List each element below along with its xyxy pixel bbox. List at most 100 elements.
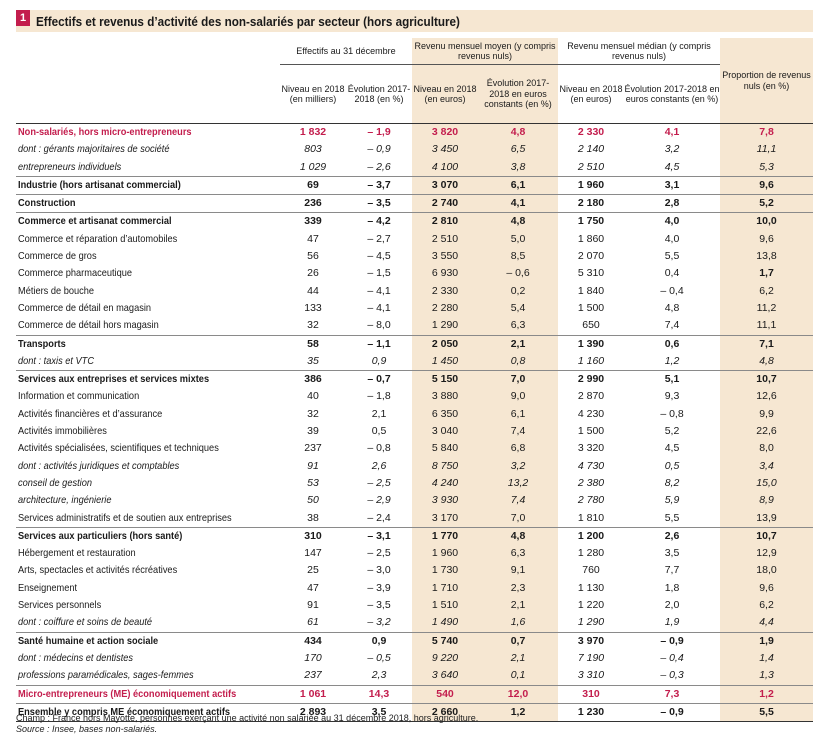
row-label-text: Commerce pharmaceutique [18,267,133,280]
table-row: Industrie (hors artisanat commercial) 69–… [16,175,813,195]
table-cell: 13,9 [720,509,813,528]
table-cell: – 3,5 [346,194,412,213]
table-cell: 2,1 [478,597,558,615]
table-cell: – 3,0 [367,564,391,577]
table-cell: 91 [307,459,319,472]
row-label: dont : médecins et dentistes [16,650,280,667]
table-cell: 11,2 [720,299,813,318]
table-row: Commerce de détail en magasin 133 – 4,1 2 2… [16,299,813,318]
row-label-text: Industrie (hors artisanat commercial) [18,178,181,191]
table-cell: 22,6 [720,423,813,441]
table-cell: 1 832 [280,123,346,142]
table-cell: 1 810 [577,511,605,524]
table-cell: 0,9 [346,631,412,650]
table-cell: 4,8 [478,212,558,231]
table-cell: 4,4 [720,614,813,633]
table-row: dont : gérants majoritaires de société 80… [16,141,813,159]
table-cell: 3 880 [412,388,478,406]
table-cell: 6,3 [478,545,558,563]
table-row: Santé humaine et action sociale 434 0,9 5 7… [16,631,813,650]
row-label-text: Services aux particuliers (hors santé) [18,529,183,542]
table-cell: 133 [304,301,322,314]
row-label-text: Commerce et réparation d’automobiles [18,232,178,245]
table-cell: 6,1 [478,405,558,424]
row-label-text: Enseignement [18,581,78,594]
table-cell: 1 770 [412,526,478,546]
row-label-text: professions paramédicales, sages-femmes [18,669,194,682]
table-cell: 2 870 [577,390,605,403]
table-cell: 1 029 [299,160,327,173]
row-label-text: Services aux entreprises et services mix… [18,373,210,386]
table-cell: 1,4 [720,649,813,668]
table-cell: 1 200 [558,526,624,546]
table-cell: 3 820 [412,123,478,142]
table-cell: 2 330 [412,282,478,300]
table-cell: 8,5 [478,248,558,266]
table-row: Arts, spectacles et activités récréative… [16,562,813,580]
table-cell: 38 [307,511,319,524]
table-cell: 3 930 [412,492,478,510]
table-row: entrepreneurs individuels 1 029 – 2,6 4 100… [16,158,813,177]
table-cell: – 2,4 [367,511,391,524]
row-label-text: Information et communication [18,390,140,403]
header-revenu-moyen: Revenu mensuel moyen (y compris revenus … [412,38,558,65]
table-row: Commerce et réparation d’automobiles 47 – … [16,230,813,249]
row-label: Métiers de bouche [16,283,280,300]
table-cell: 3,1 [624,175,720,195]
table-cell: 1 750 [558,212,624,231]
table-cell: 1,8 [664,581,680,594]
row-label-text: dont : coiffure et soins de beauté [18,616,153,629]
table-cell: 1,6 [478,614,558,633]
table-cell: 1,7 [720,265,813,283]
table-cell: 5,2 [720,194,813,213]
row-label: conseil de gestion [16,475,280,492]
footnotes: Champ : France hors Mayotte, personnes e… [16,713,478,735]
table-row: Services aux entreprises et services mix… [16,370,813,389]
row-label-text: Santé humaine et action sociale [18,634,159,647]
row-label-text: conseil de gestion [18,476,92,489]
table-cell: 2,6 [624,526,720,546]
table-cell: – 2,5 [367,476,391,489]
row-label-text: Arts, spectacles et activités récréative… [18,564,178,577]
row-label: Micro-entrepreneurs (ME) économiquement … [16,684,280,704]
row-label: Activités financières et d’assurance [16,406,280,423]
row-label: Arts, spectacles et activités récréative… [16,562,280,579]
table-row: Enseignement 47 – 3,9 1 710 2,3 1 130 1,8 9,6 [16,579,813,598]
header-col: Évolution 2017-2018 (en %) [347,83,411,105]
data-table: Effectifs au 31 décembre Revenu mensuel … [16,38,813,723]
header-sub-row: Niveau en 2018 (en milliers) Évolution 2… [16,64,813,124]
header-col: Évolution 2017-2018 en euros constants (… [478,64,558,124]
table-cell: 3,8 [478,158,558,177]
table-cell: 2 050 [412,334,478,353]
table-cell: 9,9 [720,405,813,424]
row-label: professions paramédicales, sages-femmes [16,667,280,685]
header-col: Niveau en 2018 (en milliers) [281,83,345,105]
table-row: Commerce de gros 56 – 4,5 3 550 8,5 2 070 5,5 1… [16,248,813,266]
header-col: Niveau en 2018 (en euros) [412,64,478,124]
table-cell: – 0,9 [367,143,391,156]
table-cell: – 3,9 [367,581,391,594]
table-cell: 4,0 [664,232,680,245]
table-cell: 32 [307,407,319,420]
table-cell: 14,3 [346,684,412,704]
table-cell: 6,3 [478,317,558,336]
table-cell: 147 [304,547,322,560]
row-label: Activités immobilières [16,423,280,440]
table-cell: – 1,5 [367,267,391,280]
table-cell: 11,1 [720,141,813,159]
table-cell: 5 840 [412,440,478,458]
table-number-badge: 1 [16,10,30,26]
table-cell: 53 [307,476,319,489]
header-revenu-median: Revenu mensuel médian (y compris revenus… [558,38,720,65]
table-cell: 3 310 [577,669,605,682]
table-cell: 170 [304,651,322,664]
table-cell: 1 960 [558,175,624,195]
table-cell: 9 220 [412,649,478,668]
table-cell: 1 061 [280,684,346,704]
table-cell: 6,5 [478,141,558,159]
table-cell: 2 380 [577,476,605,489]
table-cell: 8,2 [664,476,680,489]
table-cell: 1,9 [664,616,680,629]
table-row: Construction 236– 3,5 2 740 4,1 2 180 2,8 5,2 [16,194,813,213]
table-cell: 4,5 [664,160,680,173]
